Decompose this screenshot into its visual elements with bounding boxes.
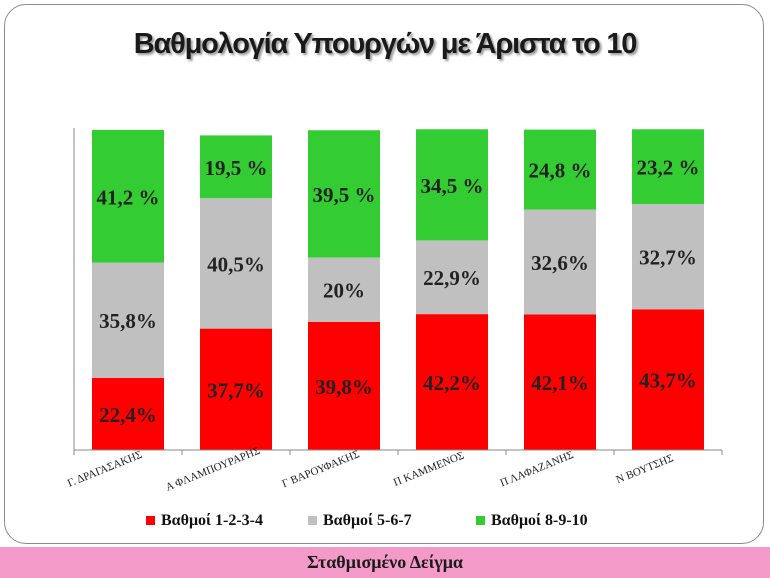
data-label-s0-c0: 22,4%	[99, 403, 157, 427]
bar-segment-s2-c4	[524, 129, 596, 210]
legend: Βαθμοί 1-2-3-4 Βαθμοί 5-6-7 Βαθμοί 8-9-10	[146, 512, 588, 529]
bar-segment-s1-c2	[308, 257, 380, 322]
data-label-s1-c4: 32,6%	[531, 251, 589, 275]
legend-label-2: Βαθμοί 8-9-10	[491, 512, 588, 529]
category-label-4: Π ΛΑΦΑΖΑΝΗΣ	[498, 449, 575, 489]
footer-banner: Σταθμισμένο Δείγμα	[0, 547, 770, 578]
bar-segment-s1-c1	[200, 198, 272, 329]
data-label-s2-c3: 34,5 %	[421, 174, 484, 198]
data-label-s0-c3: 42,2%	[423, 371, 481, 395]
data-label-s2-c5: 23,2 %	[637, 156, 700, 180]
category-labels-layer: Γ. ΔΡΑΓΑΣΑΚΗΣ Α ΦΛΑΜΠΟΥΡΑΡΗΣ Γ ΒΑΡΟΥΦΑΚΗΣ Π…	[66, 445, 675, 494]
data-label-s0-c5: 43,7%	[639, 369, 697, 393]
data-label-s2-c0: 41,2 %	[97, 185, 160, 209]
data-label-s1-c2: 20%	[323, 279, 365, 303]
data-label-s0-c1: 37,7%	[207, 378, 265, 402]
legend-label-1: Βαθμοί 5-6-7	[323, 512, 412, 529]
bars-layer	[92, 129, 704, 450]
bar-segment-s2-c5	[632, 129, 704, 204]
bar-segment-s2-c1	[200, 135, 272, 199]
category-label-3: Π ΚΑΜΜΕΝΟΣ	[392, 450, 466, 489]
data-label-s0-c4: 42,1%	[531, 371, 589, 395]
category-label-0: Γ. ΔΡΑΓΑΣΑΚΗΣ	[66, 449, 144, 490]
bar-segment-s1-c4	[524, 209, 596, 315]
legend-swatch-1	[308, 516, 317, 525]
data-label-s0-c2: 39,8%	[315, 375, 373, 399]
category-label-1: Α ΦΛΑΜΠΟΥΡΑΡΗΣ	[164, 445, 262, 494]
category-label-2: Γ ΒΑΡΟΥΦΑΚΗΣ	[280, 448, 361, 490]
bar-segment-s1-c5	[632, 203, 704, 310]
bar-segment-s1-c0	[92, 262, 164, 378]
bar-segment-s0-c3	[416, 314, 488, 450]
data-label-s1-c0: 35,8%	[99, 309, 157, 333]
legend-label-0: Βαθμοί 1-2-3-4	[161, 512, 263, 529]
bar-segment-s0-c5	[632, 309, 704, 450]
bar-segment-s1-c3	[416, 240, 488, 315]
data-label-s1-c1: 40,5%	[207, 252, 265, 276]
data-label-s2-c4: 24,8 %	[529, 159, 592, 183]
chart-title: Βαθμολογία Υπουργών με Άριστα το 10	[133, 28, 638, 60]
legend-swatch-2	[476, 516, 485, 525]
axes-layer	[73, 128, 723, 455]
data-label-s1-c3: 22,9%	[423, 266, 481, 290]
legend-swatch-0	[146, 516, 155, 525]
category-label-5: Ν ΒΟΥΤΣΗΣ	[614, 452, 675, 486]
bar-segment-s2-c2	[308, 130, 380, 258]
bar-segment-s2-c0	[92, 129, 164, 263]
data-label-s2-c2: 39,5 %	[313, 183, 376, 207]
data-label-s2-c1: 19,5 %	[205, 156, 268, 180]
bar-segment-s0-c1	[200, 328, 272, 450]
bar-segment-s0-c0	[92, 377, 164, 450]
data-label-s1-c5: 32,7%	[639, 246, 697, 270]
bar-segment-s0-c2	[308, 321, 380, 450]
segment-labels-layer: 22,4% 35,8% 41,2 % 37,7% 40,5% 19,5 % 39,8% 20%…	[97, 156, 700, 427]
bar-segment-s0-c4	[524, 314, 596, 450]
bar-segment-s2-c3	[416, 129, 488, 241]
